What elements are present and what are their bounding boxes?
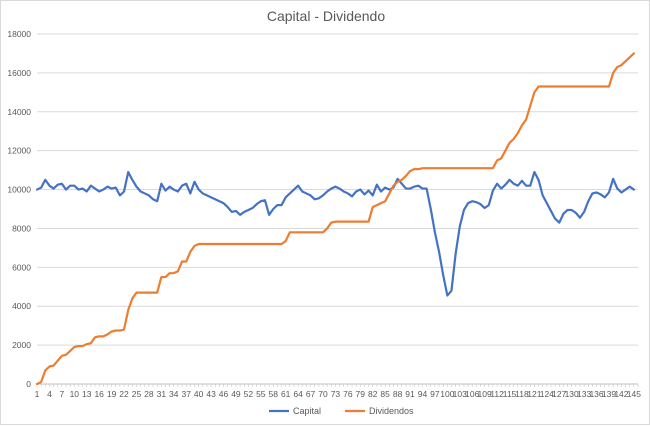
x-tick-label: 70 — [318, 389, 328, 399]
x-tick-label: 7 — [60, 389, 65, 399]
x-tick-label: 94 — [418, 389, 428, 399]
x-tick-label: 97 — [430, 389, 440, 399]
x-tick-label: 55 — [256, 389, 266, 399]
x-tick-label: 43 — [206, 389, 216, 399]
x-tick-label: 85 — [380, 389, 390, 399]
x-tick-label: 67 — [306, 389, 316, 399]
x-tick-label: 145 — [627, 389, 641, 399]
x-tick-label: 118 — [515, 389, 529, 399]
y-tick-label: 0 — [26, 379, 31, 389]
y-tick-label: 18000 — [7, 29, 31, 39]
x-tick-label: 130 — [565, 389, 579, 399]
x-tick-label: 73 — [331, 389, 341, 399]
x-tick-label: 88 — [393, 389, 403, 399]
x-tick-label: 133 — [577, 389, 591, 399]
series-line-capital — [35, 170, 635, 297]
x-axis: 1 4 7 10 13 16 19 22 25 28 31 34 37 40 43 46 49 52 55 58 61 6… — [35, 384, 641, 399]
y-tick-label: 8000 — [12, 223, 31, 233]
series-lines — [35, 52, 635, 386]
x-tick-label: 106 — [465, 389, 479, 399]
x-tick-label: 1 — [35, 389, 40, 399]
x-tick-label: 28 — [144, 389, 154, 399]
x-tick-label: 40 — [194, 389, 204, 399]
x-tick-label: 10 — [70, 389, 80, 399]
x-tick-label: 49 — [231, 389, 241, 399]
x-tick-label: 25 — [132, 389, 142, 399]
y-axis-ticks: 0 2000 4000 6000 8000 10000 12000 14000 16000 180… — [7, 29, 31, 389]
x-tick-label: 58 — [269, 389, 279, 399]
x-tick-label: 64 — [293, 389, 303, 399]
y-tick-label: 14000 — [7, 107, 31, 117]
x-tick-label: 22 — [119, 389, 129, 399]
x-tick-label: 61 — [281, 389, 291, 399]
series-line-dividendos — [35, 52, 635, 386]
x-tick-label: 76 — [343, 389, 353, 399]
legend-label: Capital — [293, 406, 321, 416]
x-tick-label: 46 — [219, 389, 229, 399]
x-tick-label: 115 — [503, 389, 517, 399]
x-tick-label: 37 — [181, 389, 191, 399]
x-tick-label: 100 — [440, 389, 454, 399]
x-tick-label: 19 — [107, 389, 117, 399]
x-tick-label: 112 — [490, 389, 504, 399]
y-tick-label: 4000 — [12, 301, 31, 311]
legend: Capital Dividendos — [269, 406, 414, 416]
x-tick-label: 121 — [527, 389, 541, 399]
x-tick-label: 52 — [244, 389, 254, 399]
x-tick-label: 139 — [602, 389, 616, 399]
y-tick-label: 6000 — [12, 262, 31, 272]
x-tick-label: 142 — [614, 389, 628, 399]
x-tick-label: 91 — [405, 389, 415, 399]
x-tick-label: 124 — [540, 389, 554, 399]
chart-title: Capital - Dividendo — [267, 8, 385, 24]
x-tick-label: 16 — [94, 389, 104, 399]
y-tick-label: 16000 — [7, 68, 31, 78]
x-tick-label: 4 — [47, 389, 52, 399]
x-tick-label: 82 — [368, 389, 378, 399]
gridlines — [37, 33, 638, 385]
x-tick-label: 103 — [453, 389, 467, 399]
x-tick-label: 136 — [589, 389, 603, 399]
y-tick-label: 12000 — [7, 146, 31, 156]
x-tick-label: 79 — [356, 389, 366, 399]
x-tick-label: 13 — [82, 389, 92, 399]
x-tick-label: 34 — [169, 389, 179, 399]
y-tick-label: 2000 — [12, 340, 31, 350]
x-tick-label: 127 — [552, 389, 566, 399]
y-tick-label: 10000 — [7, 185, 31, 195]
x-tick-label: 31 — [157, 389, 167, 399]
x-tick-label: 109 — [478, 389, 492, 399]
legend-label: Dividendos — [369, 406, 414, 416]
